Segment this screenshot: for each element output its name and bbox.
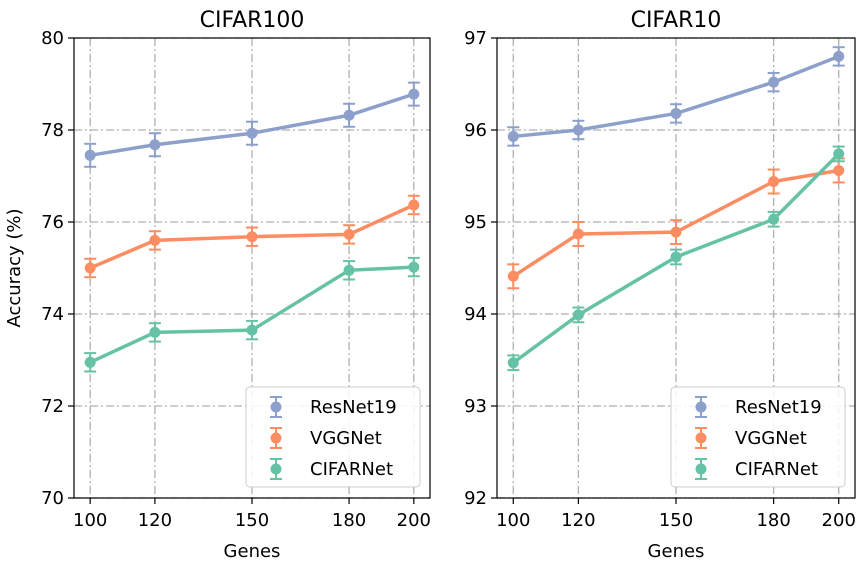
data-point-cifarnet <box>343 264 355 276</box>
data-point-cifarnet <box>572 309 584 321</box>
chart-panel-cifar100: CIFAR100 100 120 150 180 200 70 72 74 76 78 80 Genes… <box>4 8 431 562</box>
data-point-vggnet <box>408 199 420 211</box>
data-point-cifarnet <box>768 213 780 225</box>
x-axis-label: Genes <box>648 541 705 562</box>
data-point-vggnet <box>246 231 258 243</box>
data-point-vggnet <box>84 262 96 274</box>
legend-marker-dot <box>695 463 707 475</box>
y-tick-label: 92 <box>464 488 487 509</box>
x-tick-label: 120 <box>138 510 172 531</box>
x-tick-label: 180 <box>756 510 790 531</box>
legend-marker-dot <box>270 463 282 475</box>
data-point-vggnet <box>670 226 682 238</box>
data-point-resnet19 <box>343 109 355 121</box>
legend-box <box>245 386 421 488</box>
data-point-resnet19 <box>149 139 161 151</box>
data-point-vggnet <box>572 228 584 240</box>
chart-title: CIFAR10 <box>631 8 722 33</box>
y-tick-label: 76 <box>41 212 64 233</box>
x-tick-label: 100 <box>496 510 530 531</box>
data-point-cifarnet <box>149 326 161 338</box>
chart-title: CIFAR100 <box>200 8 305 33</box>
y-tick-label: 72 <box>41 396 64 417</box>
legend-entry-vggnet: VGGNet <box>695 427 807 449</box>
legend-entry-resnet19: ResNet19 <box>695 396 822 418</box>
legend-entry-cifarnet: CIFARNet <box>695 458 818 480</box>
data-point-resnet19 <box>768 76 780 88</box>
data-point-cifarnet <box>246 324 258 336</box>
x-axis-label: Genes <box>224 541 281 562</box>
legend: ResNet19 VGGNet CIFARNet <box>670 386 846 488</box>
data-point-cifarnet <box>833 148 845 160</box>
y-axis-label: Accuracy (%) <box>4 208 25 327</box>
data-point-vggnet <box>343 228 355 240</box>
legend-label: ResNet19 <box>735 397 822 418</box>
y-tick-label: 70 <box>41 488 64 509</box>
legend-marker-dot <box>270 432 282 444</box>
legend-label: CIFARNet <box>735 459 818 480</box>
legend-marker-dot <box>695 432 707 444</box>
legend-label: VGGNet <box>735 428 807 449</box>
y-tick-label: 78 <box>41 120 64 141</box>
y-tick-label: 94 <box>464 304 487 325</box>
x-tick-label: 150 <box>235 510 269 531</box>
legend-label: CIFARNet <box>310 459 393 480</box>
legend-marker-dot <box>270 401 282 413</box>
y-tick-label: 93 <box>464 396 487 417</box>
y-tick-label: 74 <box>41 304 64 325</box>
x-tick-label: 120 <box>561 510 595 531</box>
y-tick-label: 96 <box>464 120 487 141</box>
data-point-resnet19 <box>246 127 258 139</box>
legend-marker-dot <box>695 401 707 413</box>
data-point-resnet19 <box>833 50 845 62</box>
x-tick-label: 100 <box>73 510 107 531</box>
y-tick-label: 80 <box>41 28 64 49</box>
data-point-vggnet <box>507 270 519 282</box>
x-tick-label: 200 <box>397 510 431 531</box>
y-tick-label: 95 <box>464 212 487 233</box>
data-point-vggnet <box>833 164 845 176</box>
data-point-resnet19 <box>572 124 584 136</box>
data-point-cifarnet <box>408 261 420 273</box>
legend-label: VGGNet <box>310 428 382 449</box>
legend-entry-resnet19: ResNet19 <box>270 396 397 418</box>
legend-entry-vggnet: VGGNet <box>270 427 382 449</box>
data-point-resnet19 <box>408 88 420 100</box>
data-point-vggnet <box>149 234 161 246</box>
x-tick-label: 150 <box>659 510 693 531</box>
chart-panel-cifar10: CIFAR10 100 120 150 180 200 92 93 94 95 96 97 Genes R… <box>464 8 856 562</box>
data-point-resnet19 <box>507 130 519 142</box>
legend-box <box>670 386 846 488</box>
x-tick-label: 200 <box>822 510 856 531</box>
data-point-resnet19 <box>670 107 682 119</box>
data-point-cifarnet <box>84 356 96 368</box>
data-point-resnet19 <box>84 149 96 161</box>
data-point-cifarnet <box>507 357 519 369</box>
legend-entry-cifarnet: CIFARNet <box>270 458 393 480</box>
legend-label: ResNet19 <box>310 397 397 418</box>
x-tick-label: 180 <box>332 510 366 531</box>
data-point-cifarnet <box>670 251 682 263</box>
legend: ResNet19 VGGNet CIFARNet <box>245 386 421 488</box>
data-point-vggnet <box>768 176 780 188</box>
y-tick-label: 97 <box>464 28 487 49</box>
